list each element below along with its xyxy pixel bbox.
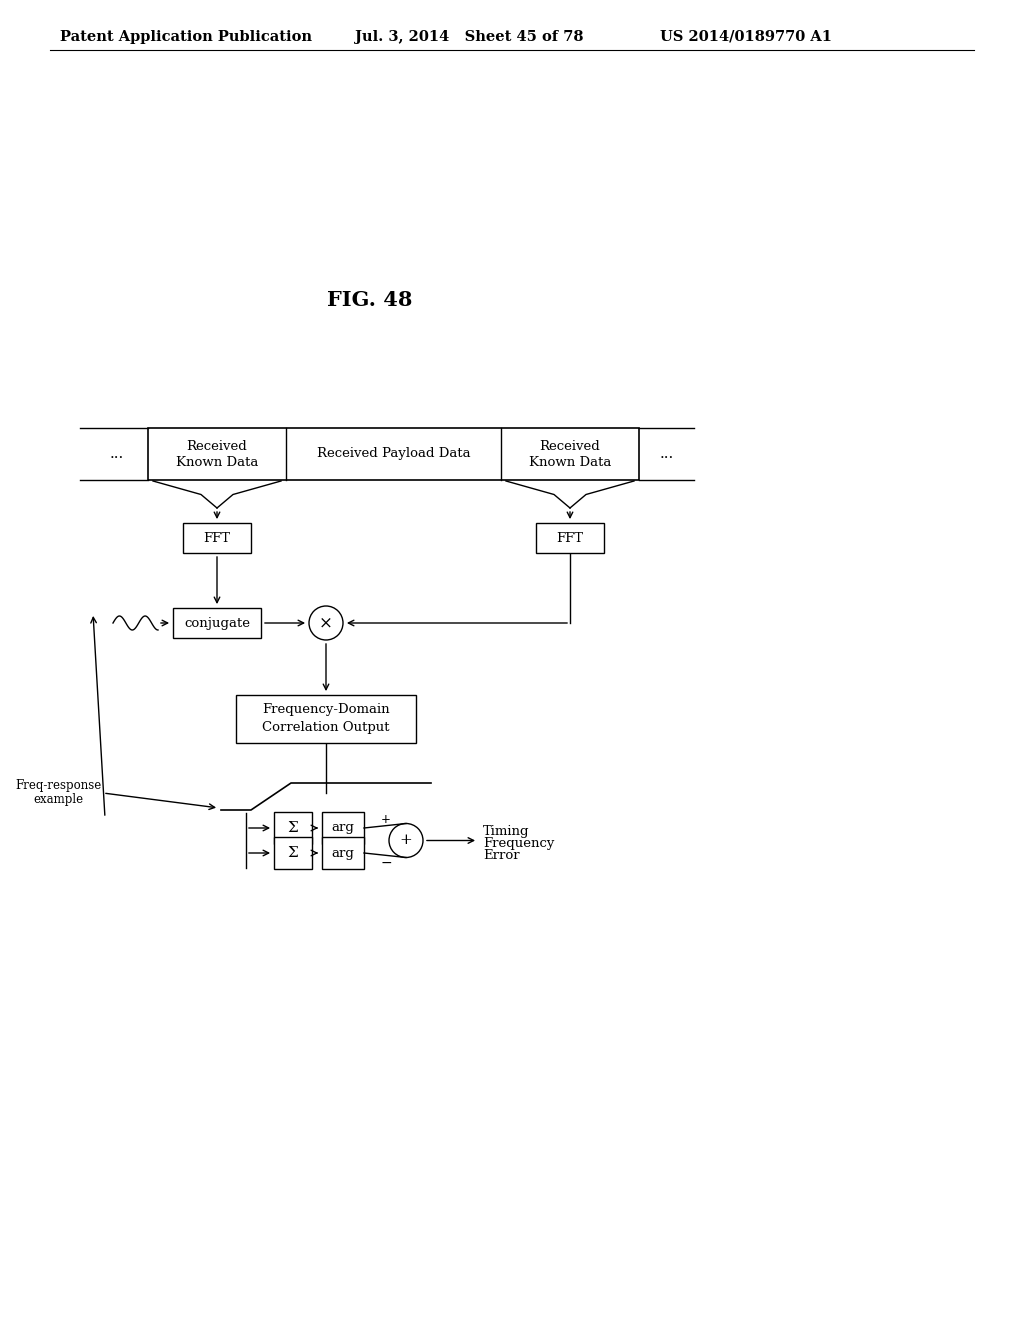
Text: Received: Received: [540, 440, 600, 453]
FancyBboxPatch shape: [274, 837, 312, 869]
Text: arg: arg: [332, 846, 354, 859]
Text: Σ: Σ: [288, 821, 298, 836]
Text: example: example: [33, 792, 83, 805]
Text: Received: Received: [186, 440, 248, 453]
Text: conjugate: conjugate: [184, 616, 250, 630]
Text: Freq-response: Freq-response: [15, 779, 101, 792]
Text: Σ: Σ: [288, 846, 298, 861]
FancyBboxPatch shape: [173, 609, 261, 638]
Circle shape: [389, 824, 423, 858]
FancyBboxPatch shape: [536, 523, 604, 553]
Text: Error: Error: [483, 849, 519, 862]
FancyBboxPatch shape: [274, 812, 312, 843]
Text: Patent Application Publication: Patent Application Publication: [60, 30, 312, 44]
FancyBboxPatch shape: [322, 812, 364, 843]
Text: FIG. 48: FIG. 48: [328, 290, 413, 310]
Text: FFT: FFT: [204, 532, 230, 544]
FancyBboxPatch shape: [322, 837, 364, 869]
Text: Jul. 3, 2014   Sheet 45 of 78: Jul. 3, 2014 Sheet 45 of 78: [355, 30, 584, 44]
Text: ...: ...: [110, 447, 124, 461]
Text: ×: ×: [319, 615, 333, 631]
Text: Correlation Output: Correlation Output: [262, 722, 390, 734]
Text: Timing: Timing: [483, 825, 529, 838]
Text: FFT: FFT: [556, 532, 584, 544]
Text: +: +: [399, 833, 413, 847]
Circle shape: [309, 606, 343, 640]
Text: Known Data: Known Data: [176, 455, 258, 469]
Text: arg: arg: [332, 821, 354, 834]
Text: Received Payload Data: Received Payload Data: [316, 447, 470, 461]
FancyBboxPatch shape: [236, 696, 416, 743]
Text: ...: ...: [659, 447, 674, 461]
Text: US 2014/0189770 A1: US 2014/0189770 A1: [660, 30, 831, 44]
Text: Known Data: Known Data: [528, 455, 611, 469]
Text: Frequency: Frequency: [483, 837, 554, 850]
Text: −: −: [380, 855, 392, 870]
FancyBboxPatch shape: [148, 428, 639, 480]
Text: Frequency-Domain: Frequency-Domain: [262, 704, 390, 717]
FancyBboxPatch shape: [183, 523, 251, 553]
Text: +: +: [381, 813, 391, 826]
